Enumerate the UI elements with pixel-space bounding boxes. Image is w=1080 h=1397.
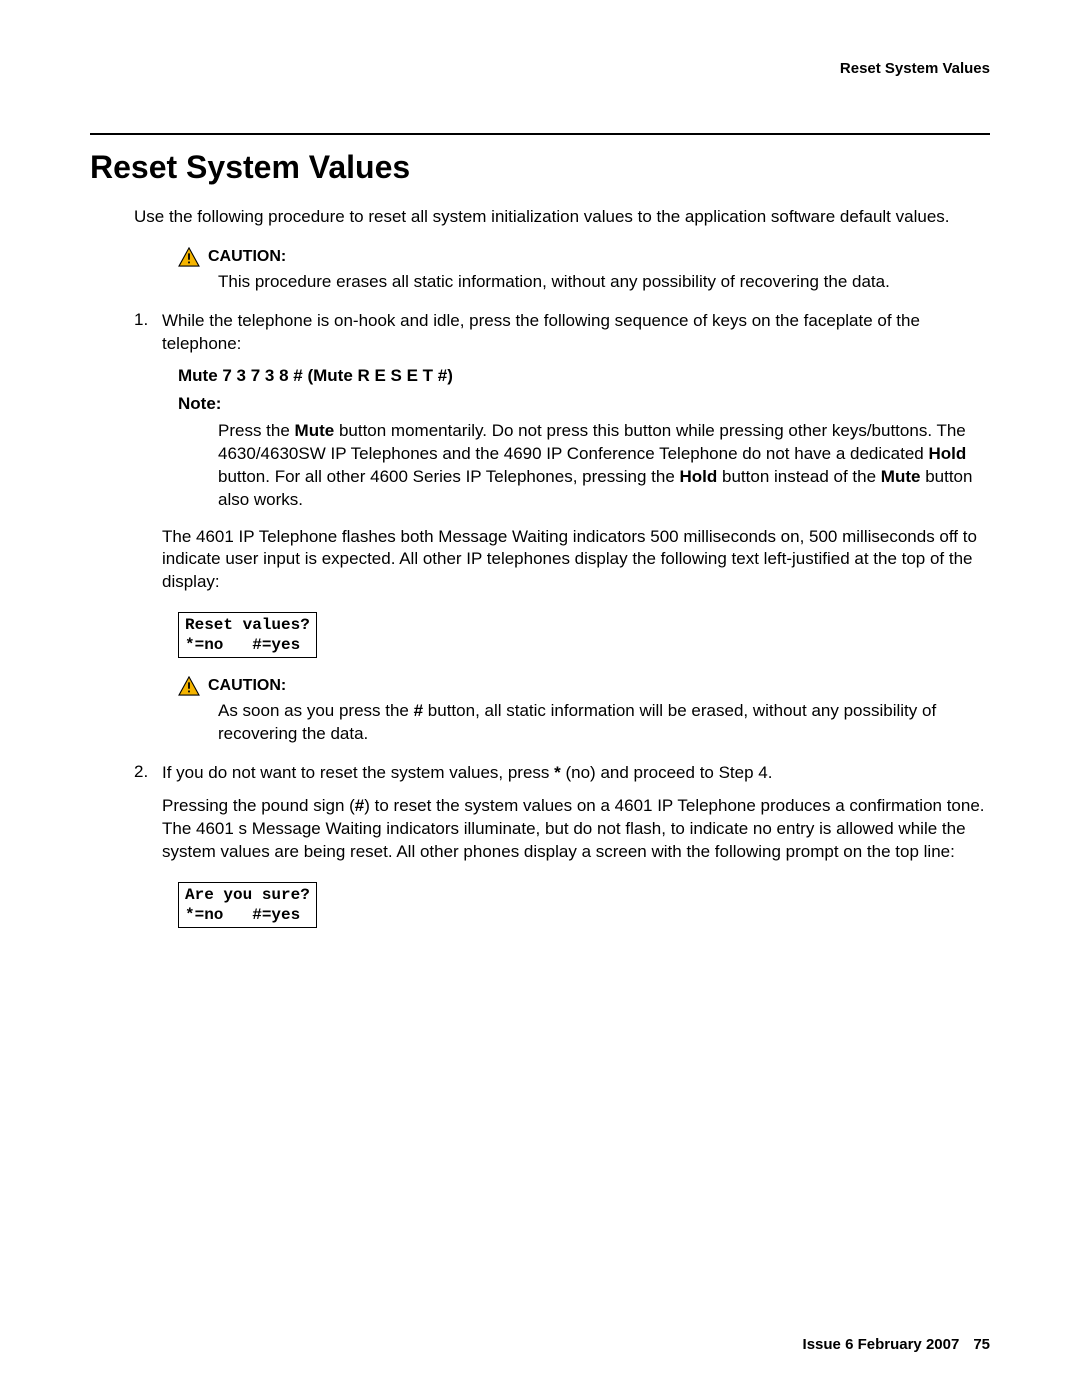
running-header: Reset System Values [90, 60, 990, 77]
step-number: 2. [134, 762, 162, 785]
caution-body: This procedure erases all static informa… [218, 271, 990, 294]
note-text: Press the [218, 421, 295, 440]
mute-sequence: Mute 7 3 7 3 8 # (Mute R E S E T #) [178, 366, 990, 386]
step-text-span: If you do not want to reset the system v… [162, 763, 554, 782]
caution-bold: # [414, 701, 423, 720]
display-code-1: Reset values? *=no #=yes [178, 612, 317, 658]
page-footer: Issue 6 February 2007 75 [803, 1336, 990, 1353]
step-2: 2. If you do not want to reset the syste… [134, 762, 990, 785]
note-bold: Mute [295, 421, 335, 440]
paragraph: The 4601 IP Telephone flashes both Messa… [162, 526, 990, 595]
note-body: Press the Mute button momentarily. Do no… [218, 420, 990, 512]
caution-label: CAUTION: [208, 248, 286, 266]
caution-block-1: CAUTION: This procedure erases all stati… [178, 247, 990, 294]
step-bold: * [554, 763, 561, 782]
note-bold: Hold [680, 467, 718, 486]
step-text: While the telephone is on-hook and idle,… [162, 310, 990, 356]
step-text-span: (no) and proceed to Step 4. [561, 763, 773, 782]
intro-paragraph: Use the following procedure to reset all… [134, 206, 990, 229]
caution-body: As soon as you press the # button, all s… [218, 700, 990, 746]
caution-icon [178, 676, 200, 696]
page-title: Reset System Values [90, 149, 990, 186]
caution-icon [178, 247, 200, 267]
caution-header: CAUTION: [178, 247, 990, 267]
note-text: button instead of the [717, 467, 881, 486]
footer-issue: Issue 6 February 2007 [803, 1336, 960, 1353]
display-code-2: Are you sure? *=no #=yes [178, 882, 317, 928]
step-1: 1. While the telephone is on-hook and id… [134, 310, 990, 356]
caution-label: CAUTION: [208, 677, 286, 695]
note-bold: Mute [881, 467, 921, 486]
note-bold: Hold [928, 444, 966, 463]
step-number: 1. [134, 310, 162, 356]
paragraph: Pressing the pound sign (#) to reset the… [162, 795, 990, 864]
note-label: Note: [178, 394, 990, 414]
caution-header: CAUTION: [178, 676, 990, 696]
caution-text: As soon as you press the [218, 701, 414, 720]
rule [90, 133, 990, 135]
note-text: button. For all other 4600 Series IP Tel… [218, 467, 680, 486]
page-container: Reset System Values Reset System Values … [0, 0, 1080, 1397]
caution-block-2: CAUTION: As soon as you press the # butt… [178, 676, 990, 746]
para-text: Pressing the pound sign ( [162, 796, 355, 815]
footer-page-number: 75 [973, 1336, 990, 1353]
para-bold: # [355, 796, 364, 815]
step-text: If you do not want to reset the system v… [162, 762, 990, 785]
